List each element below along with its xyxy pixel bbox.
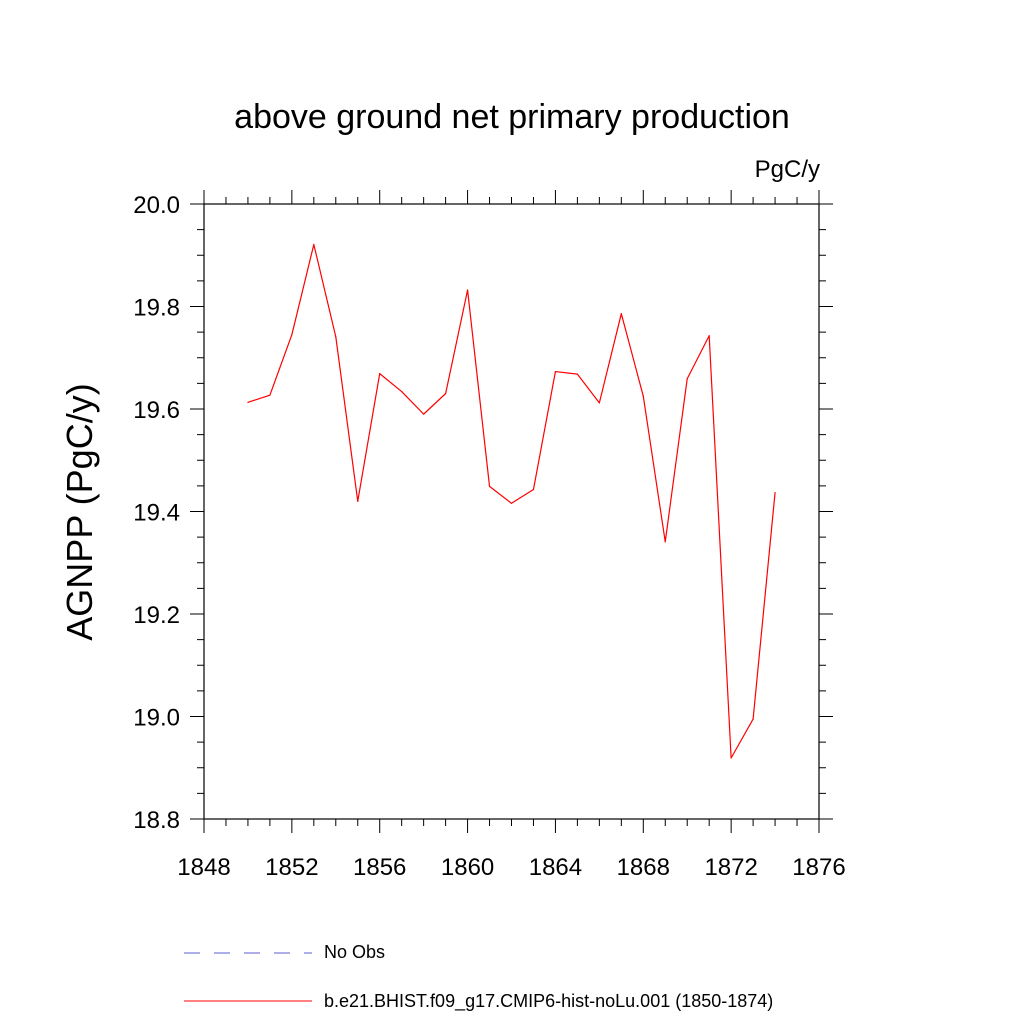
series-point <box>510 502 513 504</box>
series-point <box>730 757 732 759</box>
axis-ticks <box>190 190 833 833</box>
series-point <box>335 336 337 338</box>
x-tick-label: 1856 <box>353 854 406 881</box>
units-label: PgC/y <box>754 156 820 183</box>
series-point <box>642 395 644 397</box>
series-point <box>247 401 249 403</box>
series-point <box>752 718 754 720</box>
series-point <box>532 488 535 491</box>
series-point <box>423 413 425 415</box>
x-tick-label: 1868 <box>617 854 670 881</box>
x-tick-label: 1852 <box>265 854 318 881</box>
series-point <box>576 373 578 375</box>
series-point <box>620 313 622 315</box>
series-point <box>664 541 666 543</box>
series-point <box>708 335 710 337</box>
series-line <box>247 243 776 759</box>
y-tick-label: 19.0 <box>133 705 180 732</box>
series-point <box>291 334 293 336</box>
series-point <box>554 370 557 373</box>
chart-title: above ground net primary production <box>234 98 790 136</box>
series-layer <box>247 243 776 759</box>
legend-label-no-obs: No Obs <box>324 942 386 962</box>
series-point <box>269 394 271 396</box>
plot-frame <box>203 203 820 820</box>
series-point <box>598 402 600 404</box>
y-tick-label: 19.8 <box>133 295 180 322</box>
series-point <box>686 378 688 380</box>
y-tick-label: 19.2 <box>133 602 180 629</box>
series-point <box>357 500 359 502</box>
y-axis-label: AGNPP (PgC/y) <box>59 383 100 641</box>
series-point <box>466 289 469 291</box>
y-tick-label: 20.0 <box>133 192 180 219</box>
series-point <box>488 485 491 487</box>
legend-lines <box>184 952 312 1002</box>
x-tick-label: 1876 <box>792 854 845 881</box>
series-point <box>445 393 447 395</box>
y-tick-label: 19.4 <box>133 500 180 527</box>
y-tick-label: 18.8 <box>133 807 180 834</box>
series-point <box>313 243 315 246</box>
x-tick-label: 1864 <box>529 854 582 881</box>
legend-label-model: b.e21.BHIST.f09_g17.CMIP6-hist-noLu.001 … <box>324 991 774 1011</box>
axis-tick-labels: 1848 1852 1856 1860 1864 1868 1872 1876 18.8 19.0… <box>133 192 845 881</box>
series-point <box>401 390 403 393</box>
x-tick-label: 1860 <box>441 854 494 881</box>
x-tick-label: 1872 <box>704 854 757 881</box>
series-point <box>379 373 381 375</box>
series-point <box>774 491 776 494</box>
x-tick-label: 1848 <box>177 854 230 881</box>
y-tick-label: 19.6 <box>133 397 180 424</box>
